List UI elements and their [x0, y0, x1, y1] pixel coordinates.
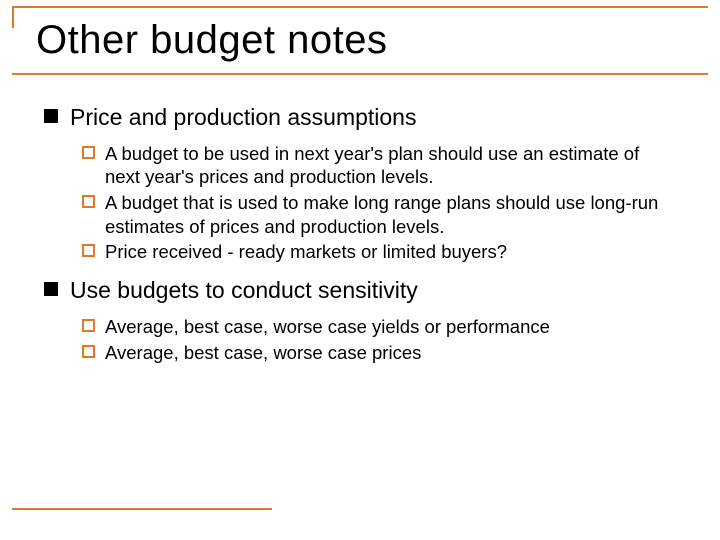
list-item: A budget that is used to make long range… [82, 191, 676, 238]
title-rule-top [12, 6, 708, 8]
list-item-label: A budget that is used to make long range… [105, 191, 676, 238]
slide-title: Other budget notes [36, 18, 720, 63]
list-item: A budget to be used in next year's plan … [82, 142, 676, 189]
slide-body: Price and production assumptions A budge… [0, 75, 720, 376]
list-item: Average, best case, worse case prices [82, 341, 676, 365]
open-square-bullet-icon [82, 195, 95, 208]
sublist: A budget to be used in next year's plan … [44, 138, 676, 276]
list-item-label: Average, best case, worse case yields or… [105, 315, 550, 339]
square-bullet-icon [44, 282, 58, 296]
open-square-bullet-icon [82, 345, 95, 358]
list-item-label: Average, best case, worse case prices [105, 341, 421, 365]
square-bullet-icon [44, 109, 58, 123]
footer-rule [12, 508, 272, 510]
list-item-label: Price received - ready markets or limite… [105, 240, 507, 264]
list-item: Use budgets to conduct sensitivity [44, 276, 676, 305]
list-item: Price received - ready markets or limite… [82, 240, 676, 264]
open-square-bullet-icon [82, 244, 95, 257]
list-item-label: Price and production assumptions [70, 103, 416, 132]
open-square-bullet-icon [82, 146, 95, 159]
list-item-label: A budget to be used in next year's plan … [105, 142, 676, 189]
slide: Other budget notes Price and production … [0, 0, 720, 540]
list-item: Price and production assumptions [44, 103, 676, 132]
title-area: Other budget notes [0, 0, 720, 75]
sublist: Average, best case, worse case yields or… [44, 311, 676, 376]
list-item: Average, best case, worse case yields or… [82, 315, 676, 339]
list-item-label: Use budgets to conduct sensitivity [70, 276, 418, 305]
open-square-bullet-icon [82, 319, 95, 332]
title-rule-bottom [12, 73, 708, 75]
title-rule-corner [12, 6, 14, 28]
